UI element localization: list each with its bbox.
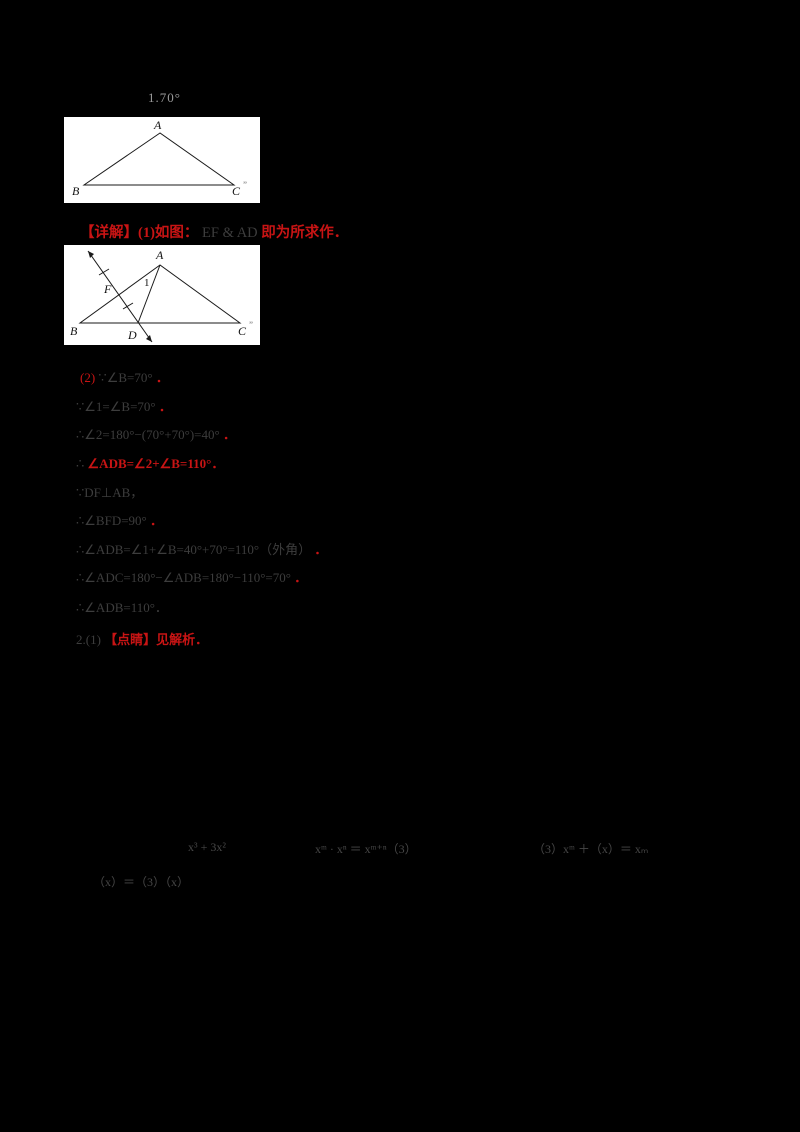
solution-line-3: ∴∠2=180°−(70°+70°)=40° ． xyxy=(76,424,236,443)
line8-statement: ∴∠ADC=180°−∠ADB=180°−110°=70° xyxy=(76,570,291,585)
construction-drawing xyxy=(78,250,242,343)
line10-remark: 【点睛】见解析． xyxy=(104,632,209,647)
faint-formula-2: xᵐ · xⁿ ＝ xᵐ⁺ⁿ（3） xyxy=(315,842,417,856)
line3-period: ． xyxy=(222,427,236,442)
transversal-line xyxy=(87,250,153,343)
figure-construction: A 1 F B D C ” xyxy=(64,245,260,345)
c-prime-mark: ” xyxy=(243,180,247,190)
top-answer-label: 1.70° xyxy=(148,90,181,105)
line1-period: ． xyxy=(155,370,169,385)
line1-part-number: (2) xyxy=(80,370,96,385)
line8-period: ． xyxy=(294,570,308,585)
solution-line-2: ∵∠1=∠B=70° ． xyxy=(76,396,172,415)
faint-formula-4: （x）＝（3）（x） xyxy=(93,875,190,889)
point-f-label: F xyxy=(104,282,112,296)
line2-period: ． xyxy=(158,399,172,414)
c-prime-mark: ” xyxy=(249,320,253,330)
solution-line-6: ∴∠BFD=90° ． xyxy=(76,510,163,529)
line2-statement: ∵∠1=∠B=70° xyxy=(76,399,156,414)
vertex-c-label: C xyxy=(232,184,241,198)
solution-line-1: (2) ∵∠B=70° ． xyxy=(80,367,169,386)
line7-period: ． xyxy=(314,542,328,557)
line6-statement: ∴∠BFD=90° xyxy=(76,513,147,528)
answer-header-line: 【详解】(1)如图： EF & AD 即为所求作． xyxy=(80,221,348,242)
line4-conclusion: ∠ADB=∠2+∠B=110°． xyxy=(87,456,225,471)
vertex-a-label: A xyxy=(154,118,162,132)
point-d-label: D xyxy=(128,328,137,342)
solution-line-7: ∴∠ADB=∠1+∠B=40°+70°=110°（外角） ． xyxy=(76,539,327,558)
line6-period: ． xyxy=(150,513,164,528)
solution-line-4: ∴ ∠ADB=∠2+∠B=110°． xyxy=(76,453,224,472)
answer-header-dark: EF & AD xyxy=(202,225,258,241)
line7-statement: ∴∠ADB=∠1+∠B=40°+70°=110°（外角） xyxy=(76,542,312,557)
answer-header-red-2: 即为所求作． xyxy=(261,225,349,241)
line9-statement: ∴∠ADB=110°． xyxy=(76,600,168,615)
tick-mark-upper xyxy=(98,268,110,276)
vertex-b-label: B xyxy=(70,324,78,338)
line10-number: 2.(1) xyxy=(76,632,101,647)
triangle-abc-drawing xyxy=(82,132,236,186)
solution-line-10: 2.(1) 【点睛】见解析． xyxy=(76,629,208,648)
answer-header-red-1: 【详解】(1)如图： xyxy=(80,225,199,241)
cevian-ad xyxy=(137,264,161,324)
angle-1-label: 1 xyxy=(144,277,150,289)
triangle-outline xyxy=(78,264,242,324)
triangle-outline xyxy=(82,132,236,186)
line3-statement: ∴∠2=180°−(70°+70°)=40° xyxy=(76,427,220,442)
tick-mark-lower xyxy=(122,302,134,310)
solution-line-9: ∴∠ADB=110°． xyxy=(76,597,168,616)
arrowhead-top-icon xyxy=(88,251,94,258)
solution-line-5: ∵DF⊥AB， xyxy=(76,482,143,501)
vertex-c-label: C xyxy=(238,324,247,338)
line4-prefix: ∴ xyxy=(76,456,85,471)
vertex-b-label: B xyxy=(72,184,80,198)
faint-formula-3: （3）xᵐ ＋（x）＝ xₘ xyxy=(533,842,649,856)
vertex-a-label: A xyxy=(156,248,164,262)
figure-triangle-abc: A B C ” xyxy=(64,117,260,203)
line1-statement: ∵∠B=70° xyxy=(98,370,153,385)
faint-formula-1: x³ + 3x² xyxy=(188,840,226,854)
arrowhead-bottom-icon xyxy=(146,335,152,342)
solution-line-8: ∴∠ADC=180°−∠ADB=180°−110°=70° ． xyxy=(76,567,307,586)
line5-statement: ∵DF⊥AB， xyxy=(76,485,144,500)
